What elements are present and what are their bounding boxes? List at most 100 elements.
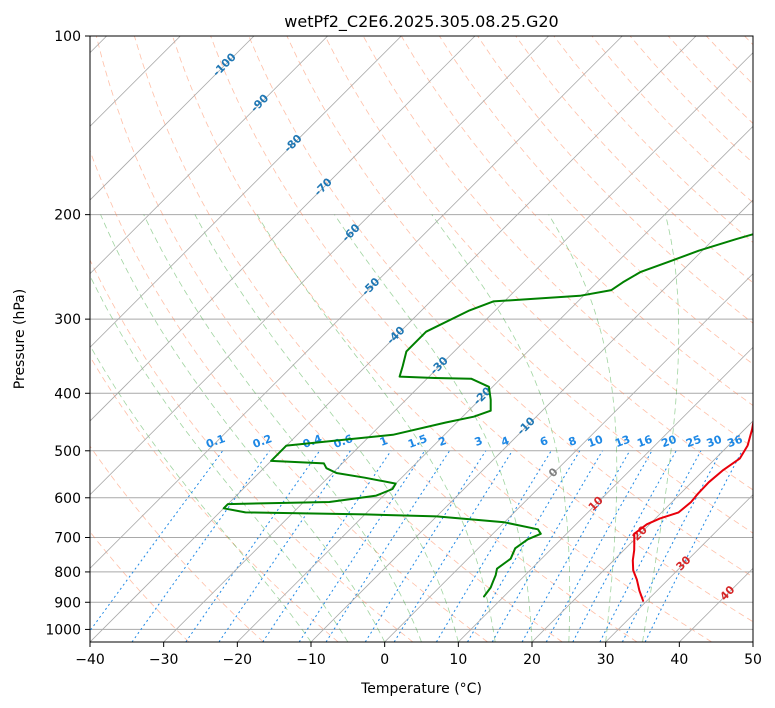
plot-frame	[89, 35, 754, 643]
mixing-ratio-label: 0.6	[332, 432, 355, 451]
dry-adiabat	[477, 36, 753, 324]
mixing-ratio-label: 25	[684, 433, 703, 450]
mixing-ratio-line	[393, 450, 513, 642]
isotherm-line	[679, 567, 753, 642]
y-tick-label: 1000	[45, 622, 81, 638]
isotherm-lines	[90, 36, 753, 642]
mixing-ratio-label: 0.1	[204, 432, 227, 451]
isotherm-label: -80	[281, 132, 304, 155]
isotherm-line	[752, 641, 753, 642]
moist-adiabat	[642, 214, 680, 642]
x-axis-label: Temperature (°C)	[360, 681, 482, 697]
dry-adiabat	[248, 36, 753, 578]
profile-series	[222, 233, 753, 602]
mixing-ratio-label: 16	[635, 433, 654, 451]
dry-adiabat	[706, 36, 753, 85]
dry-adiabat	[134, 36, 638, 642]
x-tick-label: −30	[149, 652, 179, 668]
dry-adiabat	[90, 149, 488, 642]
isotherm-line	[90, 36, 549, 496]
dry-adiabat	[324, 36, 753, 491]
mixing-ratio-line	[491, 450, 603, 642]
x-tick-label: 40	[670, 652, 688, 668]
isotherm-label: -30	[428, 354, 451, 377]
x-tick-label: 20	[523, 652, 541, 668]
moist-adiabat	[90, 344, 312, 642]
isotherm-label: 0	[546, 465, 561, 480]
isotherm-line	[605, 494, 753, 642]
y-axis-label: Pressure (hPa)	[12, 289, 28, 389]
y-tick-label: 200	[54, 208, 81, 224]
x-tick-label: −10	[296, 652, 326, 668]
y-tick-label: 900	[54, 595, 81, 611]
x-tick-label: −20	[223, 652, 253, 668]
isotherm-label: 30	[674, 553, 694, 573]
mixing-ratio-label: 2	[437, 434, 449, 449]
mixing-ratio-line	[467, 450, 581, 642]
isotherm-line	[163, 52, 753, 642]
mixing-ratio-label: 10	[586, 433, 605, 451]
dry-adiabat	[286, 36, 753, 534]
mixing-ratio-label: 0.4	[301, 432, 324, 451]
isotherm-line	[310, 199, 753, 642]
mixing-ratio-label: 1.5	[406, 432, 429, 451]
mixing-ratio-label: 8	[567, 434, 579, 449]
isotherm-line	[458, 346, 753, 642]
moist-adiabat	[431, 214, 571, 642]
mixing-ratio-line	[435, 450, 552, 642]
x-tick-label: −40	[75, 652, 105, 668]
mixing-ratio-label: 4	[499, 434, 511, 449]
dry-adiabat	[667, 36, 753, 124]
isotherm-line	[90, 36, 402, 348]
dry-adiabat	[553, 36, 753, 243]
moist-adiabat	[90, 274, 349, 642]
isotherm-label: 40	[717, 583, 737, 603]
isotherm-line	[237, 125, 753, 642]
isotherm-line	[384, 273, 753, 642]
dewpoint-line	[222, 233, 753, 598]
mixing-ratio-label: 20	[660, 433, 679, 451]
isotherm-line	[90, 36, 255, 201]
moist-adiabat	[100, 214, 386, 642]
mixing-ratio-lines	[90, 450, 743, 642]
y-tick-label: 800	[54, 565, 81, 581]
dry-adiabat	[591, 36, 753, 204]
moist-adiabats	[90, 214, 680, 642]
y-tick-label: 300	[54, 312, 81, 328]
moist-adiabat	[334, 214, 533, 642]
y-tick-label: 100	[54, 29, 81, 45]
isotherm-label: -90	[248, 91, 271, 114]
mixing-ratio-line	[572, 450, 677, 642]
isotherm-label: 20	[630, 523, 650, 543]
temperature-line	[631, 418, 753, 602]
isotherm-label: -50	[359, 275, 382, 298]
isotherm-label: -70	[312, 175, 335, 198]
dry-adiabat	[90, 445, 264, 642]
mixing-ratio-label: 13	[613, 433, 632, 450]
mixing-ratio-line	[90, 450, 224, 632]
y-tick-label: 400	[54, 386, 81, 402]
x-tick-label: 0	[380, 652, 389, 668]
isotherm-line	[90, 36, 623, 569]
mixing-ratio-label: 0.2	[251, 432, 274, 451]
grid-layer	[90, 36, 753, 630]
mixing-ratio-label: 30	[705, 433, 724, 451]
y-tick-label: 600	[54, 491, 81, 507]
x-tick-label: 30	[597, 652, 615, 668]
x-tick-label: 50	[744, 652, 762, 668]
y-tick-label: 500	[54, 444, 81, 460]
mixing-ratio-line	[521, 450, 631, 642]
isotherm-label: -10	[515, 414, 538, 437]
dry-adiabat	[172, 36, 712, 642]
mixing-ratio-line	[599, 450, 702, 642]
isotherm-line	[531, 420, 753, 642]
isopleth-labels: 0.1 0.2 0.4 0.6 1 1.5 2 3 4 6 8 10 13 16 20 25 30 36-100-…	[204, 50, 744, 603]
moist-adiabat	[143, 214, 422, 642]
mixing-ratio-line	[644, 450, 743, 642]
y-tick-label: 700	[54, 531, 81, 547]
mixing-ratio-line	[185, 450, 321, 642]
moist-adiabat	[194, 214, 459, 642]
mixing-ratio-line	[218, 450, 351, 642]
x-tick-label: 10	[449, 652, 467, 668]
